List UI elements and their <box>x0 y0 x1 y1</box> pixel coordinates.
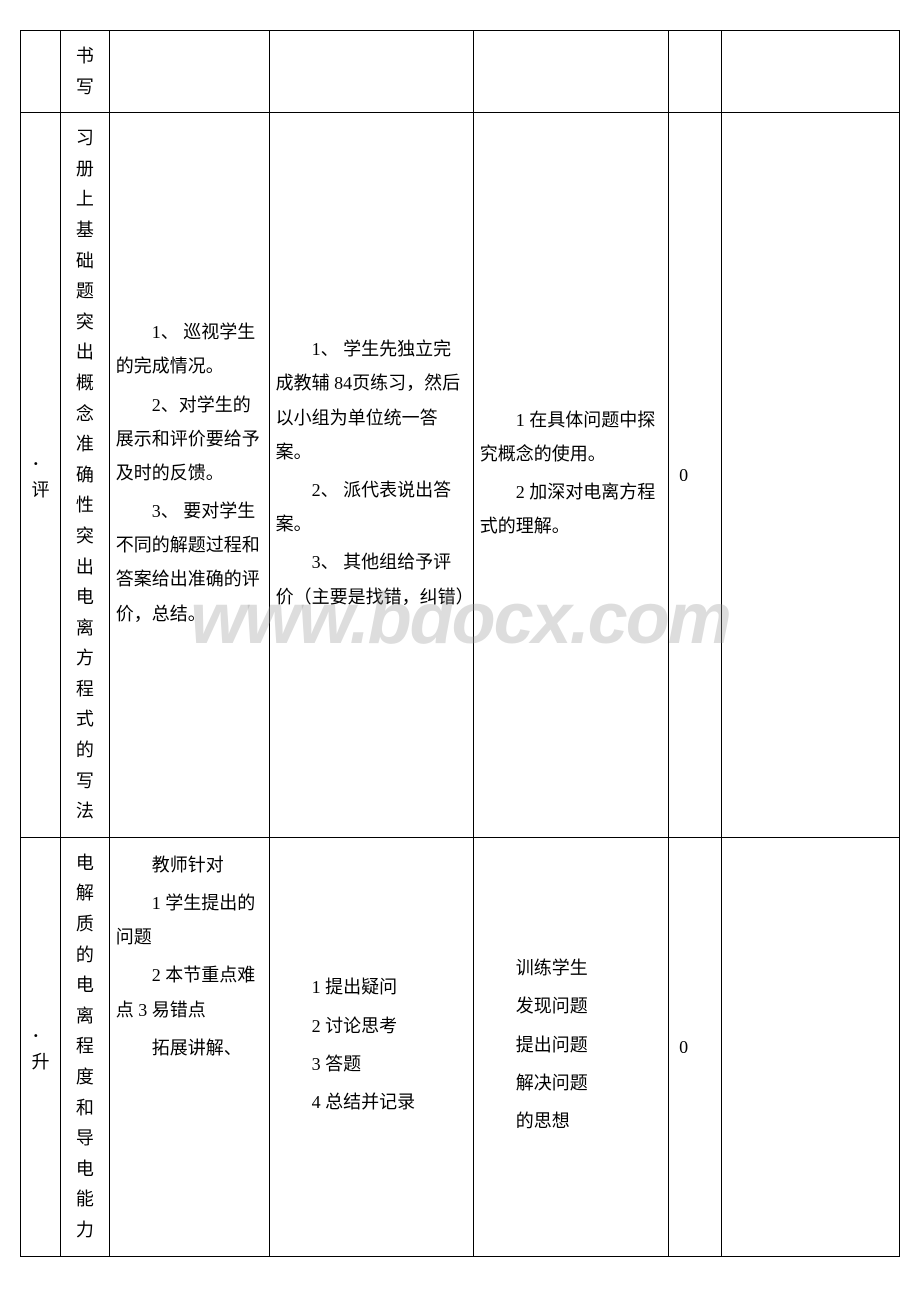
cell-line: 1 提出疑问 <box>276 970 467 1004</box>
cell: 1 在具体问题中探究概念的使用。 2 加深对电离方程式的理解。 <box>473 113 668 838</box>
cell-line: 的思想 <box>480 1104 662 1138</box>
cell: 书写 <box>60 31 109 113</box>
cell: 习册上基础题 突出概念准确性 突出电离方程式的写法 <box>60 113 109 838</box>
table-row: ．升 电解质的电离程度和导电能力 教师针对 1 学生提出的问题 2 本节重点难点… <box>21 837 900 1256</box>
cell-stage-label: ．升 <box>21 837 61 1256</box>
cell: 电解质的电离程度和导电能力 <box>60 837 109 1256</box>
cell-line: 3、 要对学生不同的解题过程和答案给出准确的评价，总结。 <box>116 494 263 631</box>
cell-line: 3 答题 <box>276 1047 467 1081</box>
cell-line: 2、对学生的展示和评价要给予及时的反馈。 <box>116 388 263 491</box>
cell-line: 1 在具体问题中探究概念的使用。 <box>480 403 662 471</box>
cell-line: 发现问题 <box>480 989 662 1023</box>
cell-line: 1、 学生先独立完成教辅 84页练习，然后以小组为单位统一答案。 <box>276 332 467 469</box>
cell: 教师针对 1 学生提出的问题 2 本节重点难点 3 易错点 拓展讲解、 <box>109 837 269 1256</box>
cell-line: 拓展讲解、 <box>116 1031 263 1065</box>
cell <box>722 31 900 113</box>
cell-line: 2 加深对电离方程式的理解。 <box>480 475 662 543</box>
cell <box>473 31 668 113</box>
cell-line: 提出问题 <box>480 1028 662 1062</box>
cell <box>722 837 900 1256</box>
cell <box>269 31 473 113</box>
cell-line: 2 本节重点难点 3 易错点 <box>116 958 263 1026</box>
document-page: www.bdocx.com 书写 ．评 习册上基础题 突出概念准确性 突出电离方… <box>20 30 900 1257</box>
cell-line: 教师针对 <box>116 848 263 882</box>
cell-line: 1、 巡视学生的完成情况。 <box>116 315 263 383</box>
cell: 0 <box>669 113 722 838</box>
cell-stage-label: ．评 <box>21 113 61 838</box>
cell: 训练学生 发现问题 提出问题 解决问题 的思想 <box>473 837 668 1256</box>
cell-line: 训练学生 <box>480 951 662 985</box>
cell-line: 2 讨论思考 <box>276 1009 467 1043</box>
cell: 1 提出疑问 2 讨论思考 3 答题 4 总结并记录 <box>269 837 473 1256</box>
cell <box>722 113 900 838</box>
cell: 1、 巡视学生的完成情况。 2、对学生的展示和评价要给予及时的反馈。 3、 要对… <box>109 113 269 838</box>
cell <box>669 31 722 113</box>
lesson-plan-table: 书写 ．评 习册上基础题 突出概念准确性 突出电离方程式的写法 1、 巡视学生的… <box>20 30 900 1257</box>
cell-line: 1 学生提出的问题 <box>116 886 263 954</box>
table-row: ．评 习册上基础题 突出概念准确性 突出电离方程式的写法 1、 巡视学生的完成情… <box>21 113 900 838</box>
cell <box>21 31 61 113</box>
cell-line: 4 总结并记录 <box>276 1085 467 1119</box>
cell-line: 3、 其他组给予评价（主要是找错，纠错） <box>276 545 467 613</box>
cell <box>109 31 269 113</box>
cell-line: 2、 派代表说出答案。 <box>276 473 467 541</box>
cell: 1、 学生先独立完成教辅 84页练习，然后以小组为单位统一答案。 2、 派代表说… <box>269 113 473 838</box>
table-row: 书写 <box>21 31 900 113</box>
cell-line: 解决问题 <box>480 1066 662 1100</box>
cell: 0 <box>669 837 722 1256</box>
